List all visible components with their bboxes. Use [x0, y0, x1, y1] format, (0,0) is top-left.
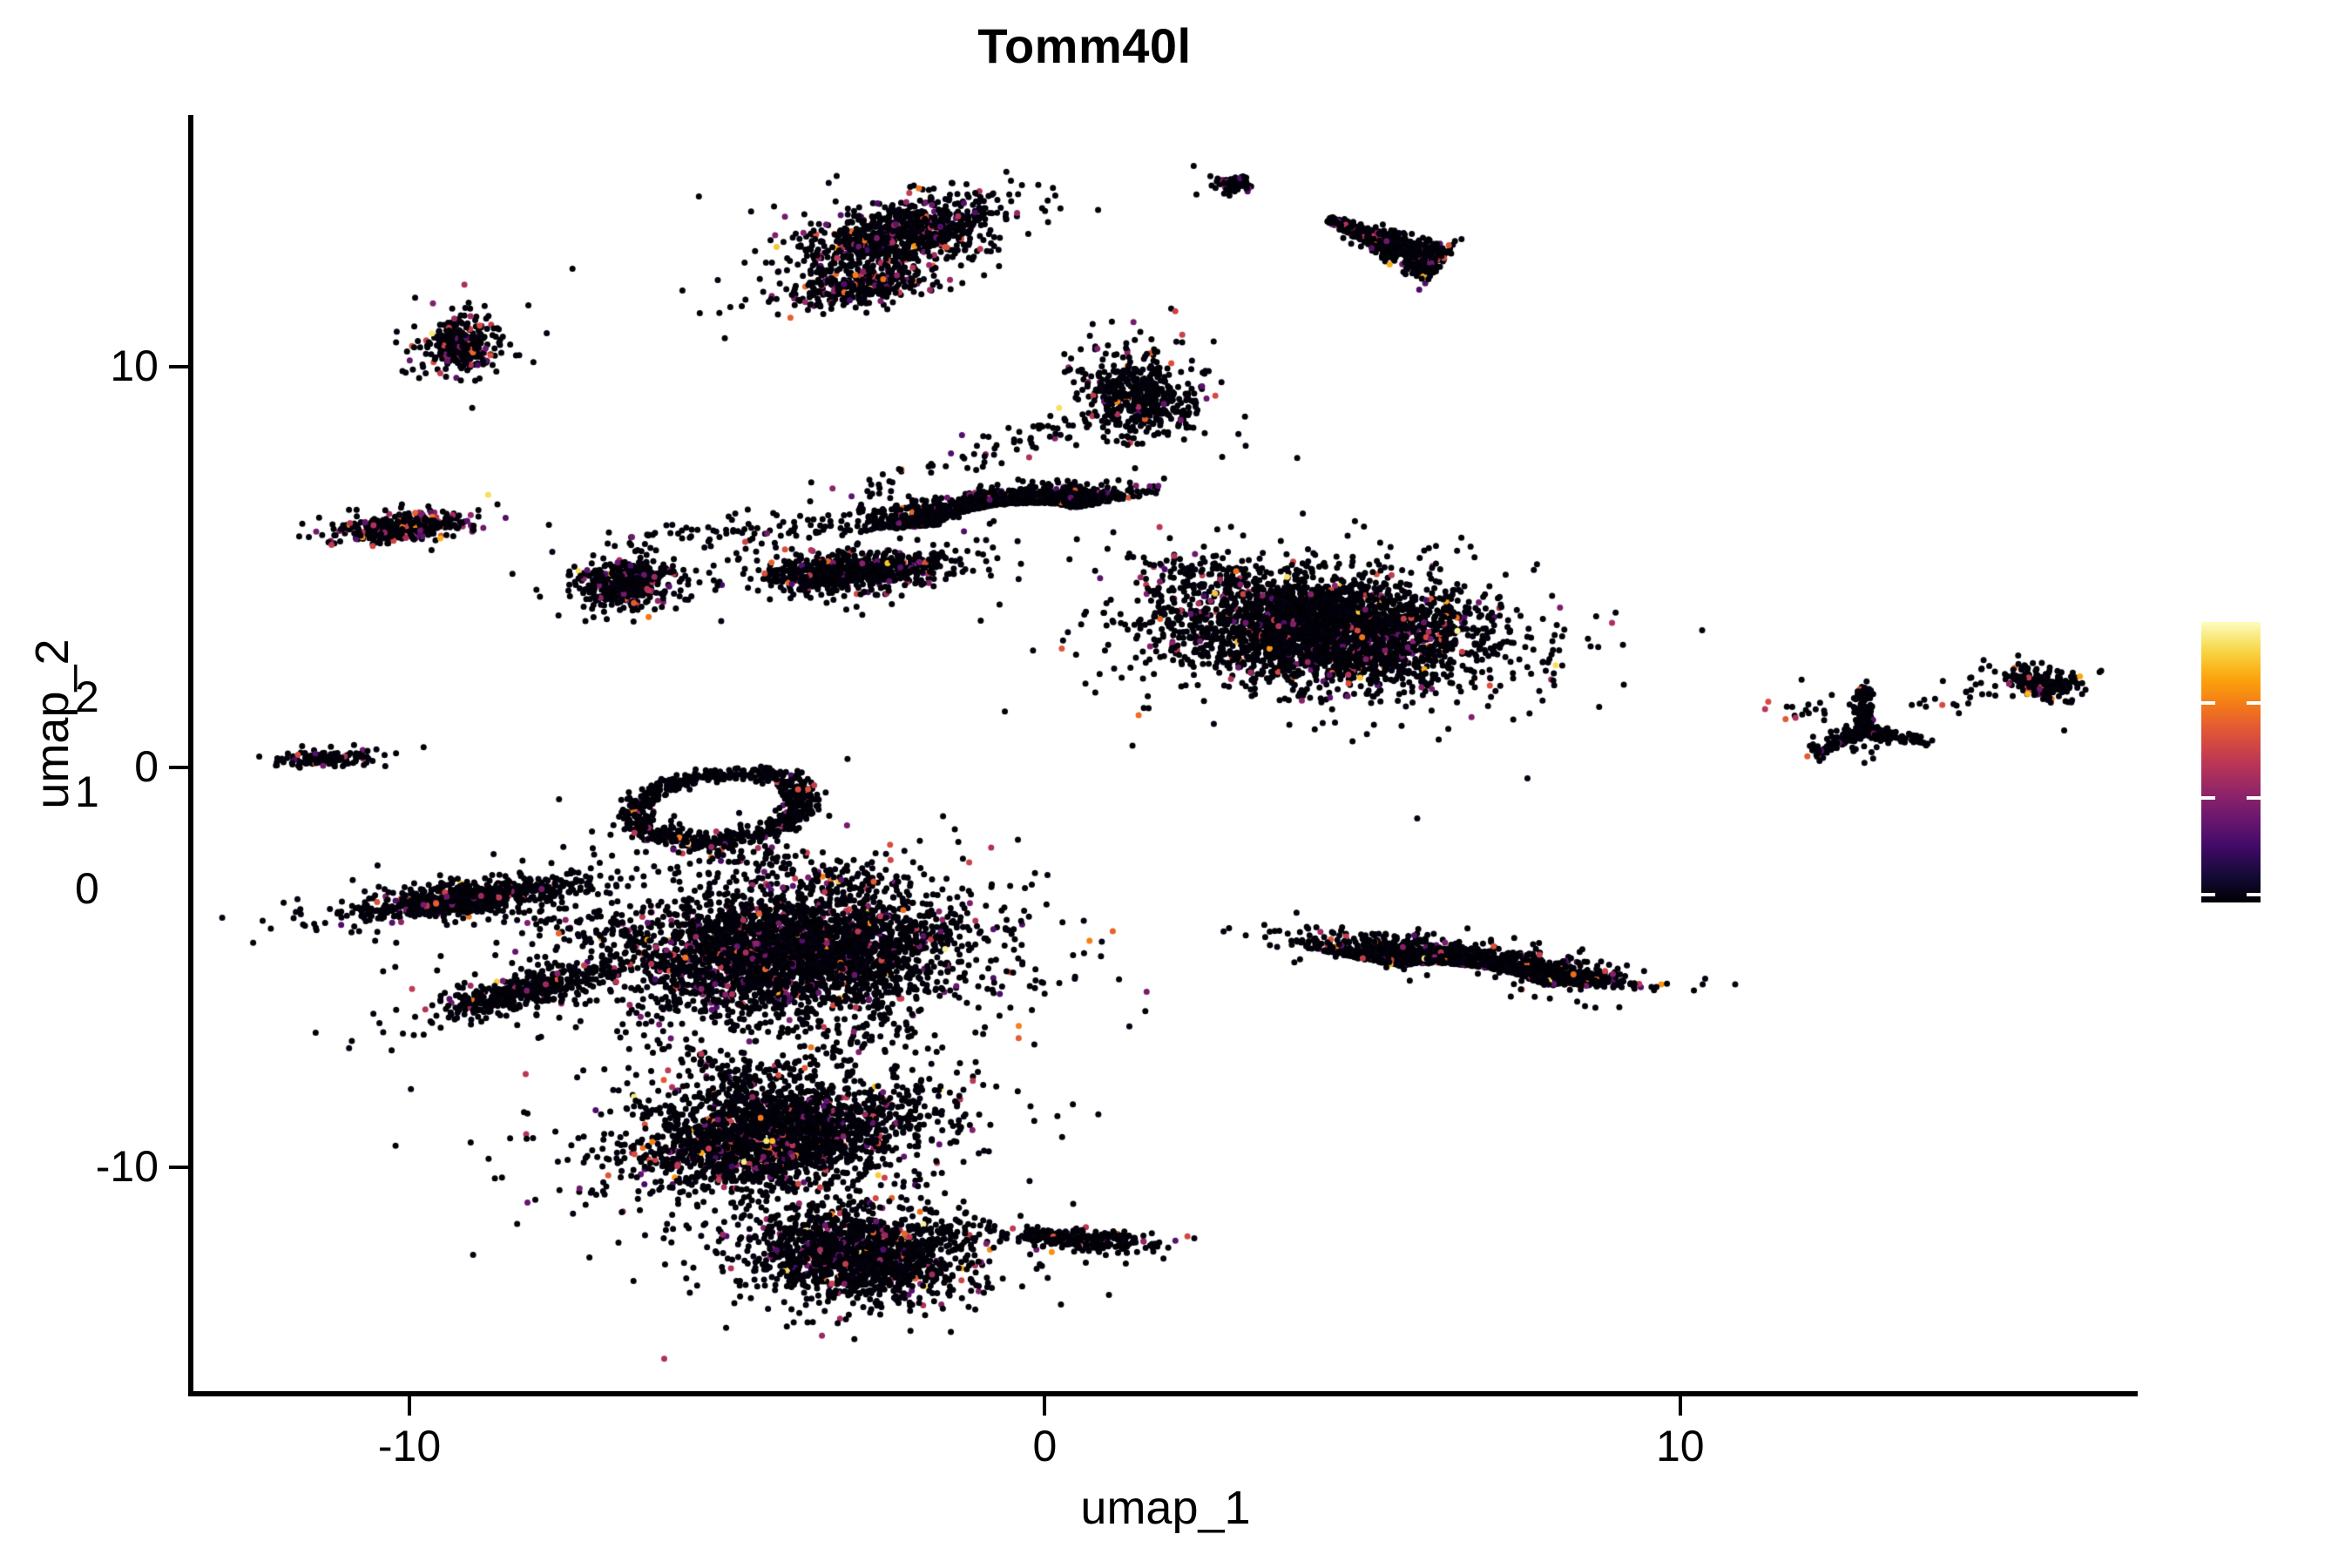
x-axis-line [188, 1391, 2138, 1396]
y-tick-mark [169, 765, 188, 769]
y-tick-mark [169, 365, 188, 369]
page-title: Tomm40l [977, 18, 1192, 73]
x-tick-mark [1043, 1396, 1047, 1416]
y-tick-label: -10 [95, 1141, 159, 1191]
y-tick-label: 0 [134, 741, 159, 791]
colorbar-tick-mark [2247, 892, 2261, 896]
colorbar-tick-label: 1 [75, 767, 99, 816]
plot-panel [193, 115, 2138, 1391]
x-tick-mark [1678, 1396, 1682, 1416]
scatter-point-cloud [193, 115, 2138, 1391]
y-tick-mark [169, 1165, 188, 1169]
colorbar-tick-mark [2247, 795, 2261, 800]
colorbar-tick-mark [2247, 701, 2261, 706]
y-axis-line [188, 115, 193, 1396]
y-tick-label: 10 [110, 341, 159, 391]
colorbar-gradient [2201, 622, 2261, 902]
x-tick-label: 0 [1032, 1422, 1058, 1470]
x-axis-title: umap_1 [1080, 1482, 1251, 1534]
x-tick-mark [408, 1396, 411, 1416]
x-tick-label: -10 [377, 1422, 442, 1470]
colorbar-tick-mark [2201, 795, 2215, 800]
y-axis-title: umap_2 [26, 639, 78, 809]
colorbar-tick-label: 0 [75, 863, 99, 913]
colorbar-tick-mark [2201, 892, 2215, 896]
colorbar-tick-label: 2 [75, 672, 99, 722]
x-tick-label: 10 [1656, 1422, 1705, 1470]
colorbar-tick-mark [2201, 701, 2215, 706]
colorbar-legend [2201, 622, 2261, 902]
